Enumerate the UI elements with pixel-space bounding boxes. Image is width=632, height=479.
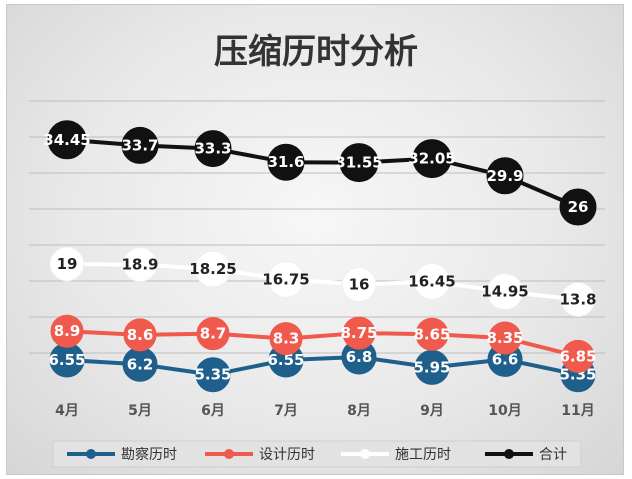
data-point [121,126,159,164]
data-label: 34.45 [43,131,90,149]
data-point [415,317,449,351]
data-label: 18.25 [189,260,236,278]
data-point [47,120,87,160]
legend-label: 勘察历时 [121,446,177,463]
x-tick-label: 4月 [55,403,79,419]
data-point [341,267,377,302]
data-label: 6.2 [127,355,154,373]
data-label: 31.6 [267,153,304,171]
data-label: 8.7 [200,325,227,343]
data-label: 8.65 [413,325,450,343]
chart-frame: 压缩历时分析 6.55 6.2 5.35 6.55 6.8 5.95 6.6 5.35 8.9 8… [6,4,624,475]
legend-swatch-marker [504,449,514,459]
x-tick-label: 11月 [561,403,594,419]
data-label: 8.35 [486,329,523,347]
data-label: 32.05 [408,150,455,168]
data-label: 31.55 [335,154,382,172]
data-label: 6.8 [346,348,373,366]
legend: 勘察历时 设计历时 施工历时 合计 [52,440,582,468]
legend-label: 设计历时 [259,447,315,463]
data-point [123,318,157,352]
data-point [194,250,232,288]
series-3: 19 18.9 18.25 16.75 16 16.45 14.95 13.8 [49,246,597,318]
x-tick-label: 6月 [201,403,225,419]
data-point [195,357,231,393]
data-point [342,316,376,350]
data-point [196,317,230,351]
data-point [122,247,158,283]
data-label: 8.6 [127,326,154,344]
legend-swatch-marker [224,449,234,459]
data-label: 6.55 [48,351,85,369]
data-label: 29.9 [486,167,523,185]
data-label: 8.9 [54,322,81,340]
x-tick-label: 8月 [347,403,371,419]
data-point [412,139,452,179]
data-point [560,282,596,318]
series-layer: 6.55 6.25.356.55 6.85.95 6.65.358.9 8.6 8.7 8.… [43,120,597,393]
data-point [486,273,524,311]
series-4: 34.45 33.7 33.3 31.6 31.55 32.05 29.9 26 [43,120,597,226]
data-label: 26 [568,198,589,216]
chart-title: 压缩历时分析 [214,32,418,72]
data-label: 8.75 [340,324,377,342]
data-label: 5.35 [559,366,596,384]
data-label: 5.35 [194,366,231,384]
legend-swatch-marker [360,449,370,459]
data-point [413,262,451,300]
data-label: 33.3 [194,140,231,158]
legend-swatch-marker [86,449,96,459]
data-point [339,143,379,183]
series-2: 8.9 8.6 8.7 8.3 8.75 8.65 8.35 6.85 [50,314,597,373]
data-label: 13.8 [559,291,596,309]
chart-canvas: 压缩历时分析 6.55 6.25.356.55 6.85.95 6.65.358.9 8… [29,32,605,468]
data-label: 6.85 [559,347,596,365]
data-label: 6.55 [267,351,304,369]
data-point [559,188,597,226]
data-point [267,260,305,298]
data-label: 33.7 [121,136,158,154]
data-label: 8.3 [273,330,300,348]
legend-label: 合计 [539,447,567,463]
data-label: 6.6 [492,350,519,368]
x-tick-label: 5月 [128,403,152,419]
x-tick-label: 7月 [274,403,298,419]
data-point [267,143,305,181]
legend-label: 施工历时 [395,447,451,463]
data-label: 14.95 [481,283,528,301]
data-point [561,339,595,373]
data-point [49,246,85,282]
gridlines [29,100,605,354]
data-point [50,314,84,348]
data-label: 18.9 [121,256,158,274]
x-axis: 4月 5月 6月 7月 8月 9月 10月 11月 [55,403,595,419]
data-point [486,157,524,195]
data-label: 16.75 [262,270,309,288]
data-point [269,322,303,356]
data-label: 16 [349,276,370,294]
data-label: 19 [57,255,78,273]
data-label: 16.45 [408,272,455,290]
x-tick-label: 9月 [420,403,444,419]
data-point [194,130,232,168]
x-tick-label: 10月 [488,403,521,419]
data-label: 5.95 [413,358,450,376]
data-point [488,321,522,355]
